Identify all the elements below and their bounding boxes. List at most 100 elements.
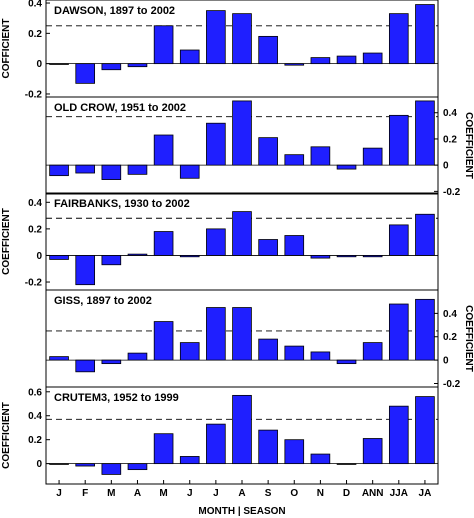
panel-2-title: OLD CROW, 1951 to 2002 <box>54 102 186 114</box>
panel-5-bar-j-0 <box>49 463 69 465</box>
panel-1-bar-ja-14 <box>415 4 435 65</box>
panel-4-bar-n-10 <box>310 351 331 361</box>
panel-3-bar-jja-13 <box>388 224 409 256</box>
panel-1-bar-d-11 <box>336 55 357 65</box>
x-axis-label: MONTH | SEASON <box>198 506 285 517</box>
panel-3-bar-d-11 <box>336 255 357 258</box>
panel-2-ytick-label-1: 0 <box>443 161 449 172</box>
panel-2-bar-m-4 <box>153 134 174 166</box>
panel-3-bar-s-8 <box>258 239 278 256</box>
panel-5-bar-j-5 <box>179 456 200 465</box>
x-tick-label-3: A <box>134 488 141 499</box>
panel-3-bar-n-10 <box>310 255 331 259</box>
panel-1-bar-j-5 <box>179 49 200 65</box>
panel-5-bar-n-10 <box>310 453 331 465</box>
panel-1-ytick-label-3: 0.4 <box>28 0 42 10</box>
panel-1-ytick-label-0: -0.2 <box>25 89 43 100</box>
panel-5-bar-o-9 <box>284 439 305 465</box>
panel-3-title: FAIRBANKS, 1930 to 2002 <box>54 198 190 210</box>
panel-1-ytick-label-2: 0.2 <box>28 29 42 40</box>
panel-4-bar-f-1 <box>75 359 96 373</box>
panel-3-bar-j-0 <box>49 255 69 260</box>
x-tick-label-13: JJA <box>390 488 408 499</box>
panel-3-bar-f-1 <box>75 255 96 286</box>
x-tick-label-11: D <box>343 488 350 499</box>
panel-5-bar-f-1 <box>75 463 96 467</box>
panel-3-ylabel: COEFFICIENT <box>1 208 12 275</box>
panel-1-bar-a-7 <box>232 13 252 65</box>
panel-5-ytick-label-3: 0.6 <box>28 387 42 398</box>
panel-3-bar-a-7 <box>232 211 252 256</box>
panel-5-title: CRUTEM3, 1952 to 1999 <box>54 392 179 404</box>
panel-5-bar-jja-13 <box>388 405 409 465</box>
x-tick-label-5: J <box>187 488 193 499</box>
panel-4-bar-j-5 <box>179 342 200 361</box>
panel-5-bar-ja-14 <box>415 396 435 465</box>
panel-3-bar-j-5 <box>179 255 200 258</box>
panel-1-bar-j-6 <box>206 10 226 65</box>
panel-4-ylabel: COEFFICIENT <box>463 305 474 372</box>
x-tick-label-9: O <box>290 488 298 499</box>
panel-5-ytick-label-0: 0 <box>36 459 42 470</box>
panel-4-bar-s-8 <box>258 338 278 361</box>
panel-3-bar-m-4 <box>153 231 174 256</box>
panel-1-bar-jja-13 <box>388 13 409 65</box>
panel-2-bar-j-5 <box>179 164 200 179</box>
x-tick-label-10: N <box>317 488 324 499</box>
panel-4-bar-a-7 <box>232 307 252 361</box>
panel-5-bar-a-7 <box>232 394 252 465</box>
panel-3-bar-a-3 <box>127 253 148 256</box>
panel-1-bar-s-8 <box>258 35 278 65</box>
panel-1-bar-ann-12 <box>362 52 383 65</box>
x-tick-label-0: J <box>56 488 62 499</box>
panel-5-bar-m-4 <box>153 433 174 465</box>
panel-3-ytick-label-2: 0.2 <box>28 224 42 235</box>
panel-2-bar-s-8 <box>258 137 278 166</box>
panel-4-bar-ann-12 <box>362 342 383 361</box>
panel-4-bar-j-0 <box>49 356 69 361</box>
panel-4-ytick-label-2: 0.2 <box>443 332 457 343</box>
x-tick-label-12: ANN <box>362 488 384 499</box>
x-tick-label-2: M <box>107 488 115 499</box>
panel-5-ytick-label-1: 0.2 <box>28 435 42 446</box>
panel-5-bar-m-2 <box>101 463 122 475</box>
panel-4-ytick-label-0: -0.2 <box>443 379 461 390</box>
panel-1-title: DAWSON, 1897 to 2002 <box>54 5 175 17</box>
panel-5-ylabel: COEFFICIENT <box>1 402 12 469</box>
panel-2-bar-ann-12 <box>362 147 383 166</box>
panel-2-ylabel: COEFFICIENT <box>463 112 474 179</box>
panel-3-bar-m-2 <box>101 255 122 266</box>
panel-2-bar-a-3 <box>127 164 148 175</box>
panel-1-bar-n-10 <box>310 57 331 65</box>
panel-1-bar-m-2 <box>101 63 122 71</box>
panel-2-bar-o-9 <box>284 154 305 166</box>
panel-2-bar-m-2 <box>101 164 122 180</box>
panel-3-bar-ja-14 <box>415 213 435 256</box>
panel-1-ylabel: COFFICIENT <box>1 19 12 79</box>
x-tick-label-8: S <box>265 488 272 499</box>
panel-4-bar-m-2 <box>101 359 122 365</box>
panel-4-bar-o-9 <box>284 345 305 361</box>
panel-5-ytick-label-2: 0.4 <box>28 411 42 422</box>
panel-5-bar-d-11 <box>336 463 357 465</box>
panel-1-bar-m-4 <box>153 25 174 65</box>
panel-1-bar-a-3 <box>127 63 148 68</box>
panel-2-ytick-label-3: 0.4 <box>443 108 457 119</box>
panel-2-bar-jja-13 <box>388 114 409 166</box>
x-tick-label-1: F <box>82 488 88 499</box>
panel-1-bar-j-0 <box>49 63 69 65</box>
panel-3-ytick-label-0: -0.2 <box>25 278 43 289</box>
panel-3-bar-o-9 <box>284 235 305 256</box>
panel-5-bar-a-3 <box>127 463 148 471</box>
panel-4-bar-jja-13 <box>388 303 409 361</box>
panel-3-bar-j-6 <box>206 228 226 256</box>
panel-5-bar-j-6 <box>206 423 226 465</box>
panel-5-bar-s-8 <box>258 429 278 465</box>
panel-2-frame <box>45 96 439 195</box>
panel-4-bar-ja-14 <box>415 298 435 361</box>
panel-2-bar-ja-14 <box>415 100 435 166</box>
panel-2-ytick-label-0: -0.2 <box>443 187 461 198</box>
panel-4-ytick-label-3: 0.4 <box>443 309 457 320</box>
panel-2-ytick-label-2: 0.2 <box>443 134 457 145</box>
